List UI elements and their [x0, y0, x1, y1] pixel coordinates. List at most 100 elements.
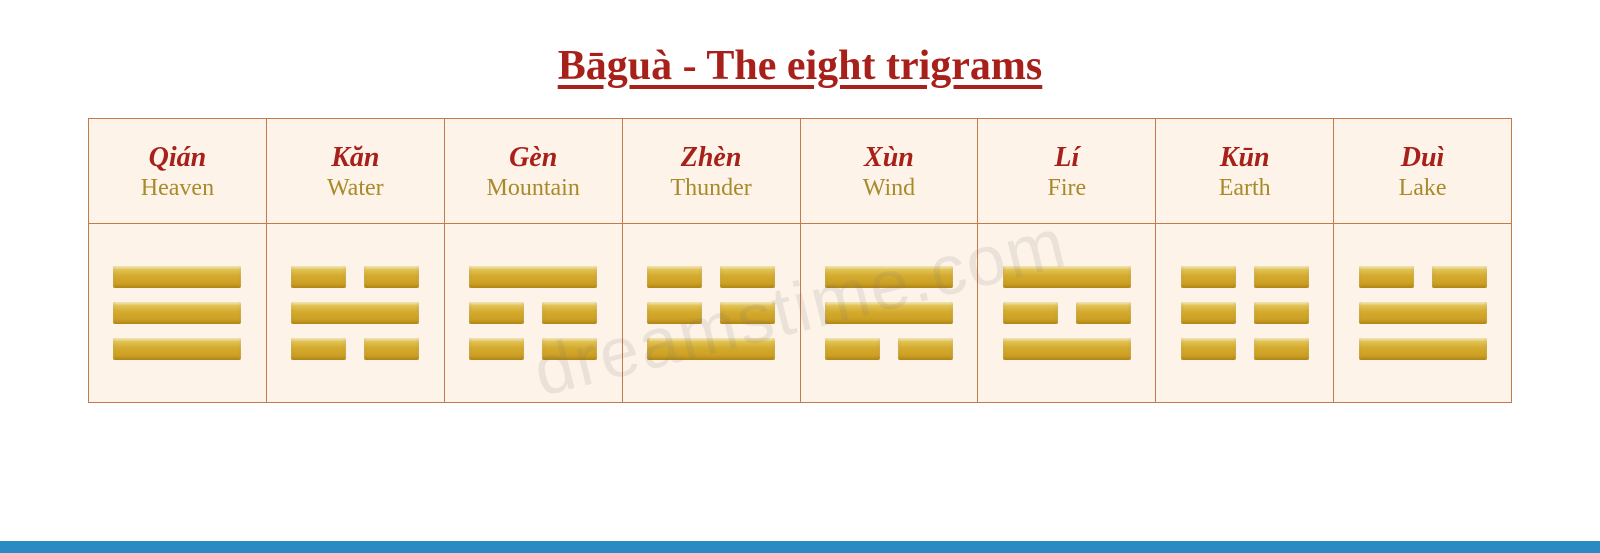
trigram-pinyin: Lí	[978, 143, 1155, 174]
trigram-header-cell: XùnWind	[800, 119, 978, 224]
trigram-bar	[469, 302, 524, 324]
trigram-icon	[647, 266, 775, 360]
trigram-bar	[291, 266, 346, 288]
trigram-bar	[1181, 338, 1236, 360]
trigram-bar	[1359, 266, 1414, 288]
trigram-bar	[1254, 338, 1309, 360]
trigram-line	[1359, 338, 1487, 360]
trigram-bar	[647, 338, 775, 360]
trigram-bar	[1181, 266, 1236, 288]
trigram-symbol-cell	[800, 224, 978, 403]
trigram-header-cell: ZhènThunder	[622, 119, 800, 224]
trigram-table-wrap: QiánHeavenKănWaterGènMountainZhènThunder…	[88, 118, 1512, 403]
trigram-bar	[720, 302, 775, 324]
trigram-line	[647, 338, 775, 360]
trigram-line	[1359, 266, 1487, 288]
trigram-bar	[825, 302, 953, 324]
trigram-icon	[469, 266, 597, 360]
trigram-pinyin: Kūn	[1156, 143, 1333, 174]
trigram-symbol-cell	[266, 224, 444, 403]
trigram-line	[113, 266, 241, 288]
trigram-english: Wind	[801, 174, 978, 203]
trigram-bar	[291, 338, 346, 360]
page-root: Bāguà - The eight trigrams QiánHeavenKăn…	[0, 42, 1600, 553]
trigram-line	[1181, 302, 1309, 324]
trigram-bar	[898, 338, 953, 360]
trigram-english: Heaven	[89, 174, 266, 203]
trigram-pinyin: Duì	[1334, 143, 1511, 174]
trigram-bar	[469, 266, 597, 288]
trigram-pinyin: Gèn	[445, 143, 622, 174]
trigram-bar	[1359, 338, 1487, 360]
trigram-icon	[1359, 266, 1487, 360]
page-title: Bāguà - The eight trigrams	[0, 42, 1600, 90]
trigram-bar	[113, 302, 241, 324]
trigram-bar	[542, 338, 597, 360]
trigram-line	[113, 338, 241, 360]
trigram-bar	[364, 266, 419, 288]
trigram-bar	[720, 266, 775, 288]
trigram-line	[113, 302, 241, 324]
trigram-symbol-cell	[444, 224, 622, 403]
trigram-header-cell: QiánHeaven	[89, 119, 267, 224]
trigram-bar	[291, 302, 419, 324]
trigram-bar	[113, 266, 241, 288]
trigram-line	[469, 338, 597, 360]
trigram-header-cell: LíFire	[978, 119, 1156, 224]
trigram-english: Lake	[1334, 174, 1511, 203]
trigram-bar	[1076, 302, 1131, 324]
trigram-line	[1003, 266, 1131, 288]
trigram-table: QiánHeavenKănWaterGènMountainZhènThunder…	[88, 118, 1512, 403]
trigram-line	[1181, 338, 1309, 360]
trigram-line	[825, 338, 953, 360]
trigram-english: Fire	[978, 174, 1155, 203]
trigram-bar	[1181, 302, 1236, 324]
trigram-pinyin: Kăn	[267, 143, 444, 174]
trigram-line	[469, 302, 597, 324]
trigram-line	[469, 266, 597, 288]
trigram-bar	[469, 338, 524, 360]
trigram-symbol-cell	[978, 224, 1156, 403]
trigram-bar	[542, 302, 597, 324]
trigram-pinyin: Qián	[89, 143, 266, 174]
trigram-english: Mountain	[445, 174, 622, 203]
trigram-bar	[1254, 266, 1309, 288]
trigram-bar	[1359, 302, 1487, 324]
trigram-bar	[825, 266, 953, 288]
trigram-bar	[1432, 266, 1487, 288]
footer-strip: dreamstime.com ID 146578217 © Peter Herm…	[0, 541, 1600, 553]
trigram-header-row: QiánHeavenKănWaterGènMountainZhènThunder…	[89, 119, 1512, 224]
trigram-bar	[1003, 266, 1131, 288]
trigram-bar	[647, 266, 702, 288]
trigram-header-cell: GènMountain	[444, 119, 622, 224]
trigram-icon	[291, 266, 419, 360]
trigram-icon	[1181, 266, 1309, 360]
trigram-bar	[1003, 302, 1058, 324]
trigram-line	[1003, 302, 1131, 324]
trigram-pinyin: Zhèn	[623, 143, 800, 174]
trigram-symbol-cell	[1334, 224, 1512, 403]
trigram-header-cell: DuìLake	[1334, 119, 1512, 224]
trigram-line	[647, 266, 775, 288]
trigram-bar	[1003, 338, 1131, 360]
trigram-bar	[113, 338, 241, 360]
trigram-symbol-row	[89, 224, 1512, 403]
trigram-header-cell: KănWater	[266, 119, 444, 224]
trigram-english: Earth	[1156, 174, 1333, 203]
trigram-symbol-cell	[622, 224, 800, 403]
trigram-line	[647, 302, 775, 324]
trigram-line	[1359, 302, 1487, 324]
trigram-line	[1003, 338, 1131, 360]
trigram-icon	[1003, 266, 1131, 360]
trigram-header-cell: KūnEarth	[1156, 119, 1334, 224]
trigram-line	[291, 266, 419, 288]
trigram-bar	[1254, 302, 1309, 324]
trigram-symbol-cell	[89, 224, 267, 403]
trigram-line	[1181, 266, 1309, 288]
trigram-symbol-cell	[1156, 224, 1334, 403]
trigram-line	[291, 302, 419, 324]
trigram-icon	[825, 266, 953, 360]
trigram-line	[825, 266, 953, 288]
trigram-bar	[647, 302, 702, 324]
trigram-icon	[113, 266, 241, 360]
